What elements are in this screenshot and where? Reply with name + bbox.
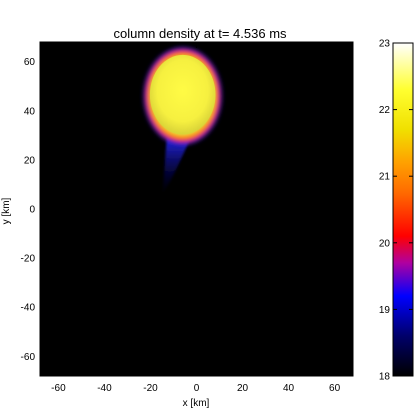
- x-tick-label: 60: [329, 383, 341, 394]
- x-axis-label: x [km]: [183, 398, 210, 409]
- colorbar-tick-label: 23: [379, 39, 391, 50]
- density-core: [149, 54, 216, 135]
- x-tick-label: -20: [143, 383, 158, 394]
- x-axis-ticks: -60 -40 -20 0 20 40 60: [51, 42, 341, 394]
- y-tick-label: -20: [21, 254, 36, 265]
- colorbar-strip: [392, 42, 414, 377]
- y-tick-label: 0: [29, 205, 35, 216]
- colorbar-tick-label: 18: [379, 372, 391, 383]
- y-axis-ticks: 60 40 20 0 -20 -40 -60: [21, 57, 353, 363]
- y-tick-label: -60: [21, 352, 36, 363]
- chart-title: column density at t= 4.536 ms: [113, 26, 287, 41]
- colorbar: 23 22 21 20 19 18: [379, 39, 414, 383]
- x-tick-label: -60: [51, 383, 66, 394]
- colorbar-tick-label: 22: [379, 105, 391, 116]
- x-tick-label: 20: [237, 383, 249, 394]
- colorbar-tick-label: 20: [379, 238, 391, 249]
- colorbar-tick-label: 19: [379, 305, 391, 316]
- y-axis-label: y [km]: [1, 197, 12, 224]
- y-tick-label: 20: [24, 155, 36, 166]
- colorbar-ticks: 23 22 21 20 19 18: [379, 39, 413, 383]
- axes: -60 -40 -20 0 20 40 60 60 40 20 0 -20 -40 -60: [21, 41, 354, 394]
- colorbar-tick-label: 21: [379, 172, 391, 183]
- x-tick-label: 0: [194, 383, 200, 394]
- density-tail: [161, 135, 192, 195]
- x-tick-label: 40: [283, 383, 295, 394]
- y-tick-label: 60: [24, 57, 36, 68]
- y-tick-label: 40: [24, 106, 36, 117]
- density-blob: [143, 47, 222, 195]
- y-tick-label: -40: [21, 303, 36, 314]
- x-tick-label: -40: [97, 383, 112, 394]
